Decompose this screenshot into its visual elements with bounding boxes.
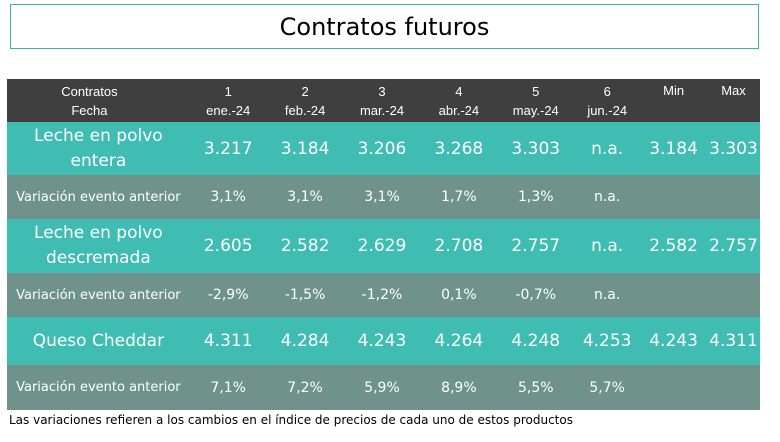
header-col-num: 5	[532, 83, 540, 99]
value-cell: 2.708	[434, 236, 484, 256]
product-name: Leche en polvo descremada	[7, 219, 190, 273]
variation-cell: 5,5%	[517, 379, 554, 396]
value-cell: 4.311	[203, 331, 253, 351]
value-cell: 4.264	[434, 331, 484, 351]
header-col-1: 1 ene.-24	[190, 79, 267, 122]
header-col-num: 4	[455, 83, 463, 99]
value-cell: 4.284	[280, 331, 330, 351]
footnote: Las variaciones refieren a los cambios e…	[9, 413, 573, 427]
product-name: Queso Cheddar	[7, 317, 190, 365]
product-row-skim-milk-powder: Leche en polvo descremada 2.605 2.582 2.…	[7, 219, 760, 273]
product-name: Leche en polvo entera	[7, 122, 190, 175]
header-min: Min	[663, 83, 685, 98]
variation-cell: 3,1%	[287, 189, 323, 205]
header-date-label: Fecha	[71, 102, 108, 118]
value-cell: n.a.	[591, 236, 624, 256]
futures-table: Contratos Fecha 1 ene.-24 2 feb.-24 3 ma…	[7, 79, 760, 410]
header-col-date: feb.-24	[284, 102, 326, 118]
max-value: 4.311	[709, 331, 758, 351]
product-name-line2: descremada	[46, 248, 151, 268]
table-header: Contratos Fecha 1 ene.-24 2 feb.-24 3 ma…	[7, 79, 760, 122]
value-cell: 2.757	[511, 236, 561, 256]
header-col-date: ene.-24	[206, 102, 251, 118]
max-empty	[707, 365, 760, 410]
value-cell: 3.268	[434, 138, 484, 159]
header-col-4: 4 abr.-24	[420, 79, 497, 122]
header-col-2: 2 feb.-24	[267, 79, 344, 122]
min-value: 3.184	[649, 138, 698, 159]
header-col-3: 3 mar.-24	[344, 79, 421, 122]
min-empty	[640, 273, 707, 317]
variation-cell: 7,1%	[210, 379, 246, 396]
variation-cell: -2,9%	[207, 287, 249, 303]
header-col-num: 6	[603, 83, 611, 99]
product-row-whole-milk-powder: Leche en polvo entera 3.217 3.184 3.206 …	[7, 122, 760, 175]
max-empty	[707, 273, 760, 317]
header-col-date: mar.-24	[359, 102, 405, 118]
value-cell: 3.217	[203, 138, 253, 159]
variation-cell: 1,3%	[517, 189, 554, 205]
value-cell: 2.629	[357, 236, 407, 256]
value-cell: 4.243	[357, 331, 407, 351]
value-cell: 3.303	[511, 138, 561, 159]
product-name-line1: Leche en polvo	[34, 125, 163, 146]
header-col-num: 2	[301, 83, 309, 99]
page-title: Contratos futuros	[279, 12, 490, 41]
min-empty	[640, 175, 707, 219]
title-box: Contratos futuros	[10, 4, 759, 49]
min-empty	[640, 365, 707, 410]
header-col-num: 1	[224, 83, 232, 99]
header-col-date: may.-24	[512, 102, 559, 118]
header-col-date: abr.-24	[438, 102, 480, 118]
variation-cell: 7,2%	[287, 379, 323, 396]
variation-cell: -1,2%	[361, 287, 403, 303]
variation-cell: -1,5%	[284, 287, 326, 303]
variation-cell: 1,7%	[441, 189, 477, 205]
variation-cell: 5,9%	[364, 379, 400, 396]
variation-label: Variación evento anterior	[16, 287, 181, 303]
value-cell: 3.206	[357, 138, 407, 159]
value-cell: 3.184	[280, 138, 330, 159]
value-cell: n.a.	[591, 138, 624, 159]
header-contracts-label: Contratos	[61, 83, 118, 99]
header-col-date: jun.-24	[587, 102, 628, 118]
max-empty	[707, 175, 760, 219]
variation-cell: 8,9%	[441, 379, 477, 396]
min-value: 2.582	[649, 236, 698, 256]
value-cell: 4.253	[582, 331, 632, 351]
variation-label: Variación evento anterior	[16, 189, 181, 205]
product-name-line1: Leche en polvo	[34, 223, 163, 243]
variation-cell: 0,1%	[441, 287, 477, 303]
variation-cell: 3,1%	[364, 189, 400, 205]
header-col-num: 3	[378, 83, 386, 99]
max-value: 2.757	[709, 236, 758, 256]
variation-cell: -0,7%	[515, 287, 557, 303]
variation-row-whole-milk-powder: Variación evento anterior 3,1% 3,1% 3,1%…	[7, 175, 760, 219]
variation-label: Variación evento anterior	[16, 380, 181, 395]
variation-cell: 5,7%	[589, 379, 625, 396]
variation-cell: n.a.	[593, 287, 621, 303]
variation-cell: 3,1%	[210, 189, 246, 205]
product-name-line1: Queso Cheddar	[32, 330, 165, 351]
value-cell: 4.248	[511, 331, 561, 351]
header-label: Contratos Fecha	[7, 79, 190, 122]
min-value: 4.243	[649, 331, 698, 351]
variation-row-cheddar-cheese: Variación evento anterior 7,1% 7,2% 5,9%…	[7, 365, 760, 410]
variation-cell: n.a.	[593, 189, 621, 205]
value-cell: 2.582	[280, 236, 330, 256]
header-col-5: 5 may.-24	[497, 79, 574, 122]
header-col-6: 6 jun.-24	[574, 79, 640, 122]
max-value: 3.303	[709, 138, 758, 159]
value-cell: 2.605	[203, 236, 253, 256]
variation-row-skim-milk-powder: Variación evento anterior -2,9% -1,5% -1…	[7, 273, 760, 317]
header-max: Max	[721, 83, 746, 98]
product-row-cheddar-cheese: Queso Cheddar 4.311 4.284 4.243 4.264 4.…	[7, 317, 760, 365]
product-name-line2: entera	[70, 150, 127, 171]
